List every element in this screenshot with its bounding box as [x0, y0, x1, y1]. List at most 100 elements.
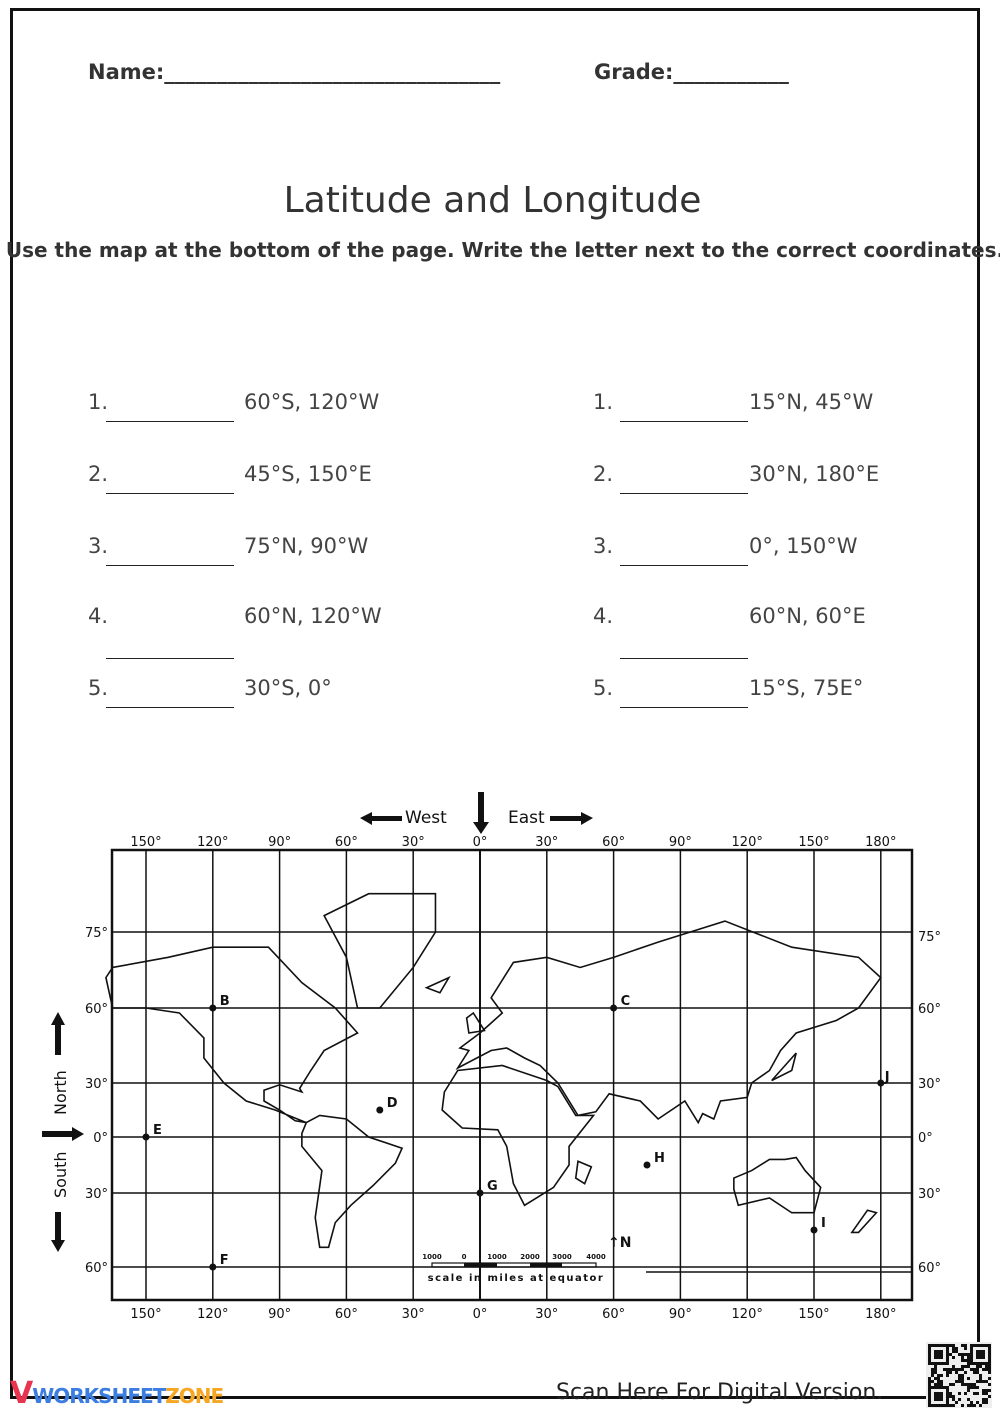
point-label: B [220, 994, 230, 1009]
question-number: 2. [593, 462, 614, 486]
north-arrow-icon [51, 1012, 65, 1055]
landmass-outline [850, 1209, 878, 1234]
lon-label-bottom: 0° [473, 1307, 488, 1322]
landmass-outline [733, 1156, 822, 1214]
lon-label-bottom: 60° [602, 1307, 625, 1322]
question-number: 3. [593, 534, 614, 558]
lat-label-left: 60° [85, 1002, 108, 1017]
landmass-outline [424, 975, 451, 994]
scale-number: 1000 [487, 1253, 507, 1261]
north-label: North [51, 1070, 70, 1115]
coordinates: 30°N, 180°E [749, 462, 880, 486]
coordinates: 45°S, 150°E [244, 462, 372, 486]
point-g [476, 1189, 484, 1197]
scale-number: 0 [462, 1253, 467, 1261]
question-number: 2. [88, 462, 109, 486]
lon-label-top: 150° [130, 835, 161, 850]
landmass-outline [323, 892, 437, 1009]
scale-segment [464, 1263, 497, 1267]
landmass-outline [574, 1160, 593, 1185]
scale-caption: scale in miles at equator [428, 1273, 605, 1284]
landmass-outline [465, 1011, 486, 1034]
point-label: D [387, 1096, 398, 1111]
question-number: 1. [88, 390, 109, 414]
lon-label-bottom: 30° [535, 1307, 558, 1322]
point-b [209, 1004, 217, 1012]
answer-blank[interactable] [620, 421, 748, 422]
answer-blank[interactable] [620, 707, 748, 708]
point-h [643, 1161, 651, 1169]
lat-label-right: 30° [918, 1187, 941, 1202]
lon-label-bottom: 120° [197, 1307, 228, 1322]
name-field[interactable]: Name:________________________________ [88, 60, 501, 84]
lat-label-left: 60° [85, 1261, 108, 1276]
lat-label-left: 75° [85, 926, 108, 941]
landmass-outline [301, 1114, 404, 1249]
lon-label-bottom: 90° [268, 1307, 291, 1322]
logo-w-icon: V [10, 1376, 33, 1411]
coordinates: 30°S, 0° [244, 676, 332, 700]
lon-label-bottom: 30° [402, 1307, 425, 1322]
north-indicator: ↑N [608, 1235, 631, 1251]
lat-label-right: 75° [918, 930, 941, 945]
answer-blank[interactable] [106, 707, 234, 708]
answer-blank[interactable] [106, 421, 234, 422]
question-number: 5. [593, 676, 614, 700]
point-label: J [884, 1070, 890, 1085]
answer-blank[interactable] [620, 658, 748, 659]
map-frame [110, 848, 914, 1302]
coordinates: 15°N, 45°W [749, 390, 874, 414]
lat-label-left: 0° [93, 1131, 108, 1146]
east-label: East [508, 808, 545, 828]
coordinates: 75°N, 90°W [244, 534, 369, 558]
answer-blank[interactable] [106, 658, 234, 659]
south-label: South [51, 1152, 70, 1199]
logo-text-a: WORKSHEET [32, 1384, 166, 1408]
lon-label-top: 60° [335, 835, 358, 850]
point-label: G [487, 1179, 498, 1194]
qr-code[interactable] [926, 1342, 992, 1408]
lat-label-left: 30° [85, 1077, 108, 1092]
page-title: Latitude and Longitude [283, 180, 702, 221]
lat-label-right: 30° [918, 1077, 941, 1092]
point-c [610, 1004, 618, 1012]
point-label: C [621, 994, 631, 1009]
coordinates: 15°S, 75E° [749, 676, 864, 700]
lon-label-top: 120° [197, 835, 228, 850]
lon-label-top: 60° [602, 835, 625, 850]
lat-label-left: 30° [85, 1187, 108, 1202]
lon-label-bottom: 60° [335, 1307, 358, 1322]
answer-blank[interactable] [106, 565, 234, 566]
scale-number: 2000 [520, 1253, 540, 1261]
lon-label-bottom: 120° [732, 1307, 763, 1322]
question-number: 4. [593, 604, 614, 628]
point-label: H [654, 1151, 665, 1166]
answer-blank[interactable] [620, 565, 748, 566]
lon-label-top: 0° [473, 835, 488, 850]
lon-label-top: 30° [402, 835, 425, 850]
question-number: 5. [88, 676, 109, 700]
grade-field[interactable]: Grade:___________ [594, 60, 789, 84]
lon-label-bottom: 90° [669, 1307, 692, 1322]
scale-segment [530, 1263, 562, 1267]
lon-label-top: 180° [865, 835, 896, 850]
bottom-border [10, 1396, 940, 1399]
answer-blank[interactable] [620, 493, 748, 494]
point-i [810, 1226, 818, 1234]
scale-bar [431, 1262, 597, 1268]
prime-meridian-arrow-icon [473, 792, 489, 834]
answer-blank[interactable] [106, 493, 234, 494]
lat-label-right: 60° [918, 1002, 941, 1017]
page-border [10, 8, 980, 1398]
point-j [877, 1079, 885, 1087]
coordinates: 0°, 150°W [749, 534, 858, 558]
point-d [376, 1106, 384, 1114]
lat-label-right: 60° [918, 1261, 941, 1276]
coordinates: 60°S, 120°W [244, 390, 380, 414]
lon-label-top: 120° [732, 835, 763, 850]
landmass-outline [441, 1064, 596, 1207]
instructions: Use the map at the bottom of the page. W… [5, 238, 1000, 262]
west-arrow-icon [360, 812, 402, 825]
landmass-outline [455, 920, 882, 1125]
point-label: F [220, 1253, 229, 1268]
